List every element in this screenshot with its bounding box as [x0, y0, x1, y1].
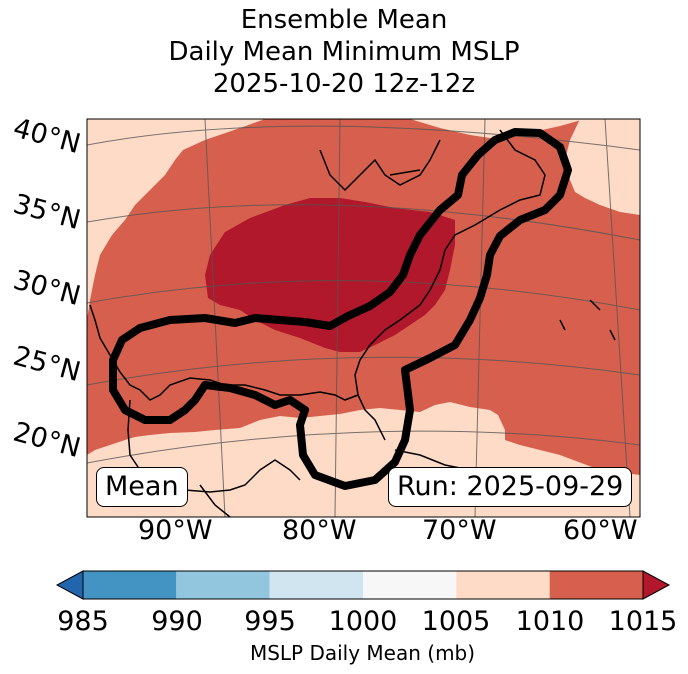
region-above-1015 [205, 198, 455, 352]
colorbar-bin-995-1000 [269, 571, 363, 599]
mean-badge: Mean [96, 467, 188, 507]
colorbar-label: MSLP Daily Mean (mb) [249, 641, 476, 665]
title-line-3: 2025-10-20 12z-12z [212, 69, 476, 99]
lon-label-90w: 90°W [138, 515, 213, 546]
title-line-1: Ensemble Mean [240, 5, 448, 35]
colorbar-tick-1015: 1015 [608, 606, 678, 637]
colorbar-tick-985: 985 [57, 606, 109, 637]
colorbar-tick-995: 995 [244, 606, 296, 637]
colorbar-tick-990: 990 [151, 606, 203, 637]
lon-label-70w: 70°W [422, 515, 497, 546]
colorbar-bin-1010-1015 [549, 571, 643, 599]
colorbar-over-arrow [642, 570, 671, 600]
ensemble-mean-contour [109, 128, 572, 490]
lon-label-80w: 80°W [282, 515, 357, 546]
run-date-badge: Run: 2025-09-29 [388, 467, 633, 507]
colorbar-tick-1000: 1000 [328, 606, 398, 637]
colorbar-under-arrow [55, 570, 84, 600]
title-line-2: Daily Mean Minimum MSLP [168, 37, 520, 67]
colorbar-bin-1000-1005 [363, 571, 457, 599]
colorbar-bin-985-990 [83, 571, 177, 599]
colorbar-bin-990-995 [176, 571, 270, 599]
colorbar-bin-1005-1010 [456, 571, 550, 599]
colorbar-tick-1010: 1010 [515, 606, 585, 637]
colorbar-tick-1005: 1005 [421, 606, 491, 637]
region-1005-1010-north [410, 119, 585, 138]
lon-label-60w: 60°W [563, 515, 638, 546]
region-1005-1010-west [87, 119, 265, 320]
